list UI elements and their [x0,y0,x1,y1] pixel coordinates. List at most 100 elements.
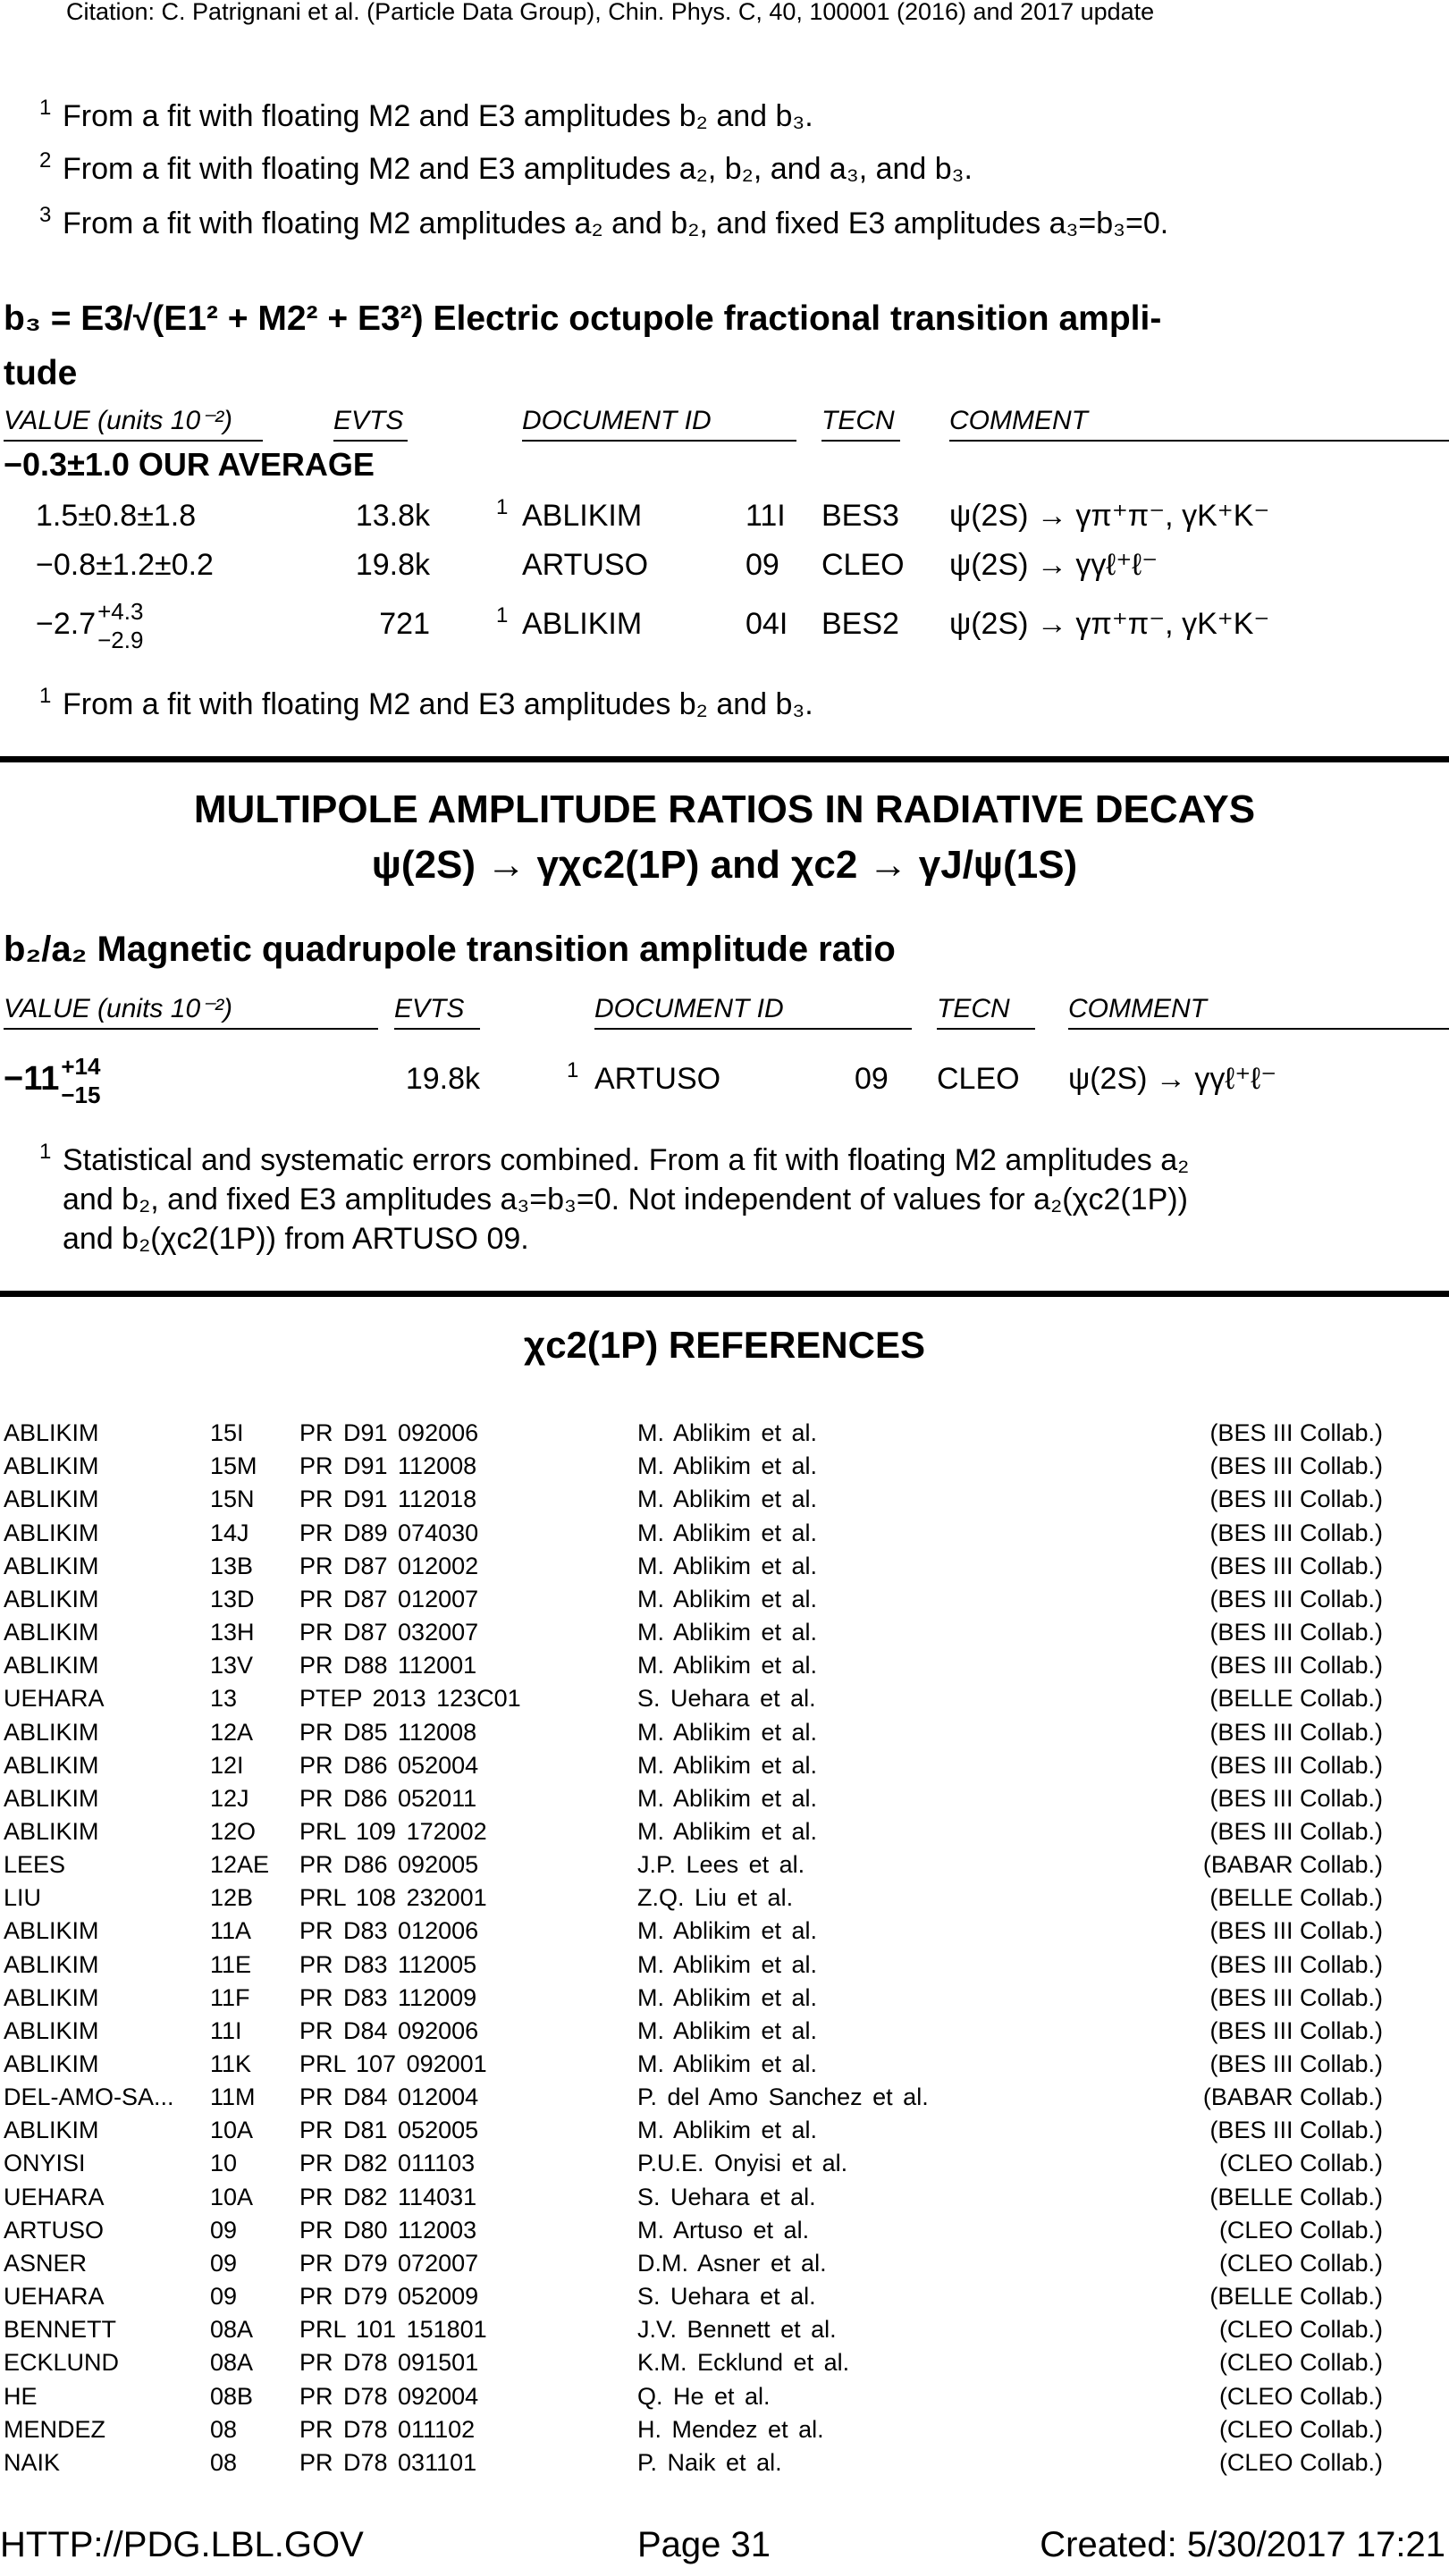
column-header: COMMENT [1068,993,1207,1023]
ref-journal: PR D86 052011 [299,1784,477,1812]
ref-code: 15N [210,1486,255,1513]
footnote-mark: 1 [496,494,509,519]
ref-name: UEHARA [4,2283,105,2311]
evts: 13.8k [355,499,430,534]
comment: ψ(2S) → γγℓ⁺ℓ⁻ [949,548,1158,583]
ref-authors: M. Ablikim et al. [637,1751,818,1779]
ref-name: ASNER [4,2249,88,2277]
ref-authors: M. Artuso et al. [637,2216,810,2243]
ref-authors: Q. He et al. [637,2382,771,2410]
ref-journal: PR D83 112009 [299,1983,477,2011]
ref-name: ABLIKIM [4,1917,99,1945]
footnote-text: From a fit with floating M2 and E3 ampli… [63,687,813,722]
footnote-mark: 1 [39,683,52,708]
ref-authors: P. del Amo Sanchez et al. [637,2084,929,2111]
ref-collab: (BES III Collab.) [1209,1751,1383,1779]
ref-authors: M. Ablikim et al. [637,1452,818,1480]
value: −2.7 [36,607,97,642]
ref-name: ABLIKIM [4,1519,99,1546]
ref-journal: PR D89 074030 [299,1519,479,1546]
tecn: CLEO [821,548,905,583]
ref-collab: (BELLE Collab.) [1209,2283,1383,2311]
ref-collab: (BELLE Collab.) [1209,1884,1383,1912]
footnote-mark: 1 [39,1139,52,1164]
ref-collab: (BABAR Collab.) [1202,2084,1383,2111]
footnote-text: and b₂(χc2(1P)) from ARTUSO 09. [63,1222,529,1257]
ref-code: 11I [210,2016,242,2044]
column-underline [4,440,263,442]
ref-name: ABLIKIM [4,1751,99,1779]
column-underline [949,440,1449,442]
section-title: b₃ = E3/√(E1² + M2² + E3²) Electric octu… [4,299,1162,338]
ref-name: ABLIKIM [4,2016,99,2044]
footnote-mark: 1 [567,1057,579,1082]
ref-name: LEES [4,1851,66,1879]
evts: 19.8k [405,1062,480,1097]
ref-code: 13V [210,1652,254,1679]
ref-name: ABLIKIM [4,1950,99,1978]
ref-collab: (BES III Collab.) [1209,1486,1383,1513]
footer-page: Page 31 [637,2525,771,2564]
ref-code: 15I [210,1419,244,1447]
footer-created: Created: 5/30/2017 17:21 [1040,2525,1445,2564]
ref-code: 12B [210,1884,254,1912]
ref-code: 10A [210,2117,254,2144]
ref-authors: J.V. Bennett et al. [637,2316,837,2344]
ref-journal: PR D80 112003 [299,2216,477,2243]
year: 11I [746,499,786,534]
ref-code: 12AE [210,1851,270,1879]
ref-code: 11F [210,1983,250,2011]
citation: Citation: C. Patrignani et al. (Particle… [66,0,1155,26]
footnote-text: From a fit with floating M2 amplitudes a… [63,206,1169,241]
comment: ψ(2S) → γπ⁺π⁻, γK⁺K⁻ [949,499,1270,534]
ref-name: ONYISI [4,2150,86,2177]
ref-collab: (BES III Collab.) [1209,1552,1383,1579]
value: −11 [4,1060,60,1099]
ref-authors: M. Ablikim et al. [637,1486,818,1513]
ref-name: LIU [4,1884,42,1912]
column-underline [1068,1028,1449,1030]
ref-name: ABLIKIM [4,1585,99,1612]
ref-journal: PR D79 072007 [299,2249,479,2277]
ref-name: ABLIKIM [4,1452,99,1480]
ref-collab: (BELLE Collab.) [1209,1685,1383,1713]
ref-journal: PRL 101 151801 [299,2316,487,2344]
ref-name: HE [4,2382,38,2410]
ref-collab: (BES III Collab.) [1209,1619,1383,1646]
ref-name: ABLIKIM [4,1486,99,1513]
ref-journal: PRL 109 172002 [299,1817,487,1845]
ref-code: 14J [210,1519,249,1546]
ref-code: 08A [210,2349,254,2377]
ref-collab: (CLEO Collab.) [1218,2448,1383,2476]
ref-code: 11E [210,1950,252,1978]
ref-journal: PR D88 112001 [299,1652,477,1679]
ref-collab: (BES III Collab.) [1209,1452,1383,1480]
ref-name: BENNETT [4,2316,117,2344]
column-header: TECN [821,405,895,435]
ref-collab: (BES III Collab.) [1209,2117,1383,2144]
ref-authors: H. Mendez et al. [637,2415,824,2443]
document-id: ARTUSO [522,548,649,583]
year: 04I [746,607,788,642]
ref-journal: PR D83 012006 [299,1917,479,1945]
ref-name: ABLIKIM [4,1552,99,1579]
ref-authors: M. Ablikim et al. [637,1718,818,1746]
ref-journal: PTEP 2013 123C01 [299,1685,521,1713]
ref-authors: P.U.E. Onyisi et al. [637,2150,848,2177]
ref-collab: (CLEO Collab.) [1218,2349,1383,2377]
ref-collab: (CLEO Collab.) [1218,2216,1383,2243]
ref-code: 08 [210,2415,238,2443]
evts: 721 [379,607,430,642]
ref-authors: S. Uehara et al. [637,2283,816,2311]
document-id: ABLIKIM [522,499,643,534]
ref-name: ABLIKIM [4,1718,99,1746]
year: 09 [746,548,779,583]
ref-name: ABLIKIM [4,1619,99,1646]
ref-code: 11K [210,2050,252,2077]
ref-name: MENDEZ [4,2415,105,2443]
ref-authors: M. Ablikim et al. [637,1419,818,1447]
column-underline [937,1028,1035,1030]
tecn: CLEO [937,1062,1020,1097]
column-underline [4,1028,378,1030]
ref-authors: M. Ablikim et al. [637,1585,818,1612]
